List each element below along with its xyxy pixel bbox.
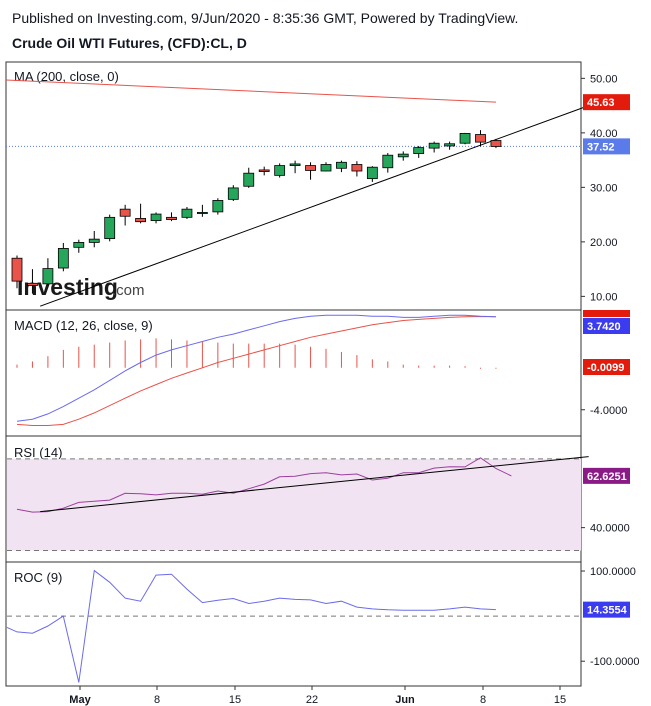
rsi-trendline bbox=[40, 456, 589, 513]
macd-pane-title: MACD (12, 26, close, 9) bbox=[14, 318, 153, 333]
last-price-badge-text: 37.52 bbox=[587, 141, 615, 153]
macd-signal-line bbox=[16, 315, 496, 426]
candle-bull bbox=[42, 268, 54, 285]
rsi-line bbox=[16, 457, 512, 513]
candle-bull bbox=[459, 133, 471, 144]
candle-bull bbox=[444, 143, 456, 147]
candle-bull bbox=[413, 147, 425, 154]
macd-hist-badge-text: -0.0099 bbox=[587, 362, 624, 374]
macd-value-badge: 3.7420 bbox=[583, 318, 630, 334]
candle-bear bbox=[135, 218, 147, 223]
candle-bull bbox=[104, 216, 116, 239]
last-price-badge-bg bbox=[583, 138, 630, 155]
candle-bear bbox=[305, 165, 316, 171]
roc-pane-title: ROC (9) bbox=[14, 570, 62, 585]
investing-logo: Investing .com bbox=[17, 274, 145, 300]
pane-frames bbox=[5, 61, 582, 687]
macd-hist-badge: -0.0099 bbox=[583, 359, 630, 375]
y-tick-label: 10.00 bbox=[590, 291, 618, 303]
candle-bull bbox=[243, 172, 255, 187]
y-tick-label: 100.0000 bbox=[590, 566, 636, 578]
roc-value-badge-bg bbox=[583, 601, 630, 618]
roc-pane-frame bbox=[5, 561, 582, 687]
y-tick-label: -4.0000 bbox=[590, 405, 627, 417]
x-tick-label: 22 bbox=[306, 694, 318, 706]
rsi-band bbox=[7, 458, 581, 551]
last-price-badge: 37.52 bbox=[583, 138, 630, 155]
candle-bull bbox=[212, 200, 224, 213]
macd-line bbox=[16, 314, 496, 422]
rsi-value-badge-text: 62.6251 bbox=[587, 471, 627, 483]
roc-value-badge: 14.3554 bbox=[583, 601, 630, 618]
y-tick-label: 50.00 bbox=[590, 73, 618, 85]
candle-bull bbox=[88, 238, 100, 243]
roc-line bbox=[6, 569, 496, 683]
price-pane-title: MA (200, close, 0) bbox=[14, 69, 119, 84]
ma-value-badge: 45.63 bbox=[583, 94, 630, 111]
macd-plot bbox=[16, 314, 497, 426]
x-tick-label: Jun bbox=[395, 694, 415, 706]
rsi-value-badge-bg bbox=[583, 467, 630, 484]
roc-plot bbox=[6, 569, 581, 683]
y-tick-label: -100.0000 bbox=[590, 656, 640, 668]
candle-bull bbox=[181, 208, 193, 218]
candle-bull bbox=[382, 154, 394, 169]
macd-hist-badge-bg bbox=[583, 359, 630, 375]
candle-bear bbox=[166, 216, 177, 220]
candle-bull bbox=[150, 213, 162, 222]
price-plot bbox=[5, 79, 589, 307]
y-tick-label: 20.00 bbox=[590, 237, 618, 249]
candle-bull bbox=[397, 153, 409, 158]
ma200-line bbox=[5, 79, 496, 103]
candle-bear bbox=[27, 282, 38, 286]
x-tick-label: 15 bbox=[229, 694, 241, 706]
ma-value-badge-bg bbox=[583, 94, 630, 111]
symbol-title: Crude Oil WTI Futures, (CFD):CL, D bbox=[12, 35, 247, 51]
rsi-plot bbox=[7, 456, 589, 552]
y-tick-label: 40.00 bbox=[590, 128, 618, 140]
ma-value-badge-text: 45.63 bbox=[587, 97, 615, 109]
candle-bull bbox=[274, 165, 286, 176]
candle-bear bbox=[258, 169, 270, 172]
axes: 10.00 20.00 30.00 40.00 50.00 45.63 37.52 -4.00… bbox=[69, 73, 639, 706]
candle-bull bbox=[320, 164, 332, 172]
candle-bull bbox=[289, 163, 301, 166]
candle-bull bbox=[57, 248, 69, 269]
price-pane-frame bbox=[5, 61, 582, 311]
price-trendline bbox=[40, 105, 589, 307]
macd-signal-badge-partial bbox=[583, 310, 630, 317]
candle-bear bbox=[490, 140, 502, 147]
candle-bull bbox=[428, 142, 440, 149]
y-tick-label: 30.00 bbox=[590, 182, 618, 194]
candle-bull bbox=[227, 187, 239, 200]
x-tick-label: May bbox=[69, 694, 91, 706]
candle-bull bbox=[336, 161, 347, 169]
candle-bull bbox=[73, 242, 85, 248]
rsi-pane-title: RSI (14) bbox=[14, 445, 62, 460]
candle-bull bbox=[366, 166, 378, 180]
candle-bear bbox=[11, 257, 23, 282]
candle-bull bbox=[196, 212, 208, 214]
candle-bear bbox=[351, 164, 363, 172]
candle-bear bbox=[475, 134, 486, 143]
macd-value-badge-bg bbox=[583, 318, 630, 334]
x-tick-label: 15 bbox=[554, 694, 566, 706]
y-tick-label: 40.0000 bbox=[590, 523, 630, 535]
roc-value-badge-text: 14.3554 bbox=[587, 605, 628, 617]
x-tick-label: 8 bbox=[480, 694, 486, 706]
investing-logo-suffix: .com bbox=[112, 282, 145, 299]
published-caption: Published on Investing.com, 9/Jun/2020 -… bbox=[12, 10, 519, 26]
rsi-value-badge: 62.6251 bbox=[583, 467, 630, 484]
candle-bear bbox=[119, 208, 131, 217]
macd-value-badge-text: 3.7420 bbox=[587, 321, 621, 333]
x-tick-label: 8 bbox=[154, 694, 160, 706]
